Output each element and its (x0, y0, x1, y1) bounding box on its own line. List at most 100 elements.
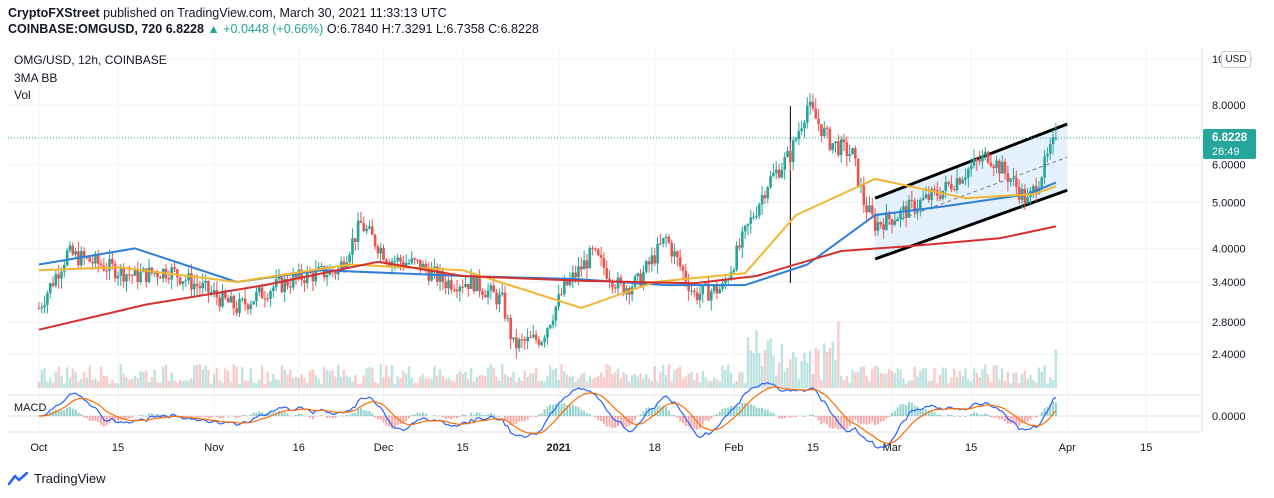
candle-body (1054, 138, 1058, 140)
candle-body (851, 148, 854, 155)
close-value: C:6.8228 (488, 22, 539, 36)
candle-body (351, 238, 354, 255)
candle-body (178, 277, 182, 285)
macd-histogram-bar (566, 405, 569, 416)
candle-body (243, 298, 247, 305)
volume-bar (724, 369, 727, 388)
macd-histogram-bar (876, 416, 879, 425)
volume-bar (365, 368, 368, 388)
macd-histogram-bar (1021, 416, 1023, 424)
volume-bar (582, 372, 586, 388)
candle-body (71, 245, 75, 255)
candle-body (241, 298, 244, 300)
macd-histogram-bar (958, 416, 961, 417)
volume-bar (786, 367, 789, 388)
macd-histogram-bar (744, 402, 747, 416)
macd-histogram-bar (131, 416, 134, 418)
candle-body (370, 226, 374, 235)
macd-histogram-bar (1015, 416, 1018, 425)
candle-body (128, 274, 131, 276)
candle-body (803, 122, 806, 129)
macd-histogram-bar (472, 414, 475, 416)
candle-body (882, 224, 885, 230)
macd-histogram-bar (94, 416, 97, 421)
candle-body (512, 337, 515, 340)
macd-histogram-bar (924, 408, 927, 416)
volume-bar (975, 372, 978, 388)
volume-bar (777, 362, 781, 388)
macd-histogram-bar (379, 416, 382, 420)
candle-body (291, 274, 295, 288)
time-tick-label: Nov (204, 442, 224, 454)
volume-bar (636, 376, 639, 388)
volume-bar (119, 364, 123, 388)
volume-bar (574, 381, 577, 388)
macd-histogram-bar (936, 414, 939, 416)
volume-bar (503, 374, 507, 388)
candle-body (873, 214, 877, 231)
legend-title[interactable]: OMG/USD, 12h, COINBASE (14, 53, 167, 67)
macd-histogram-bar (1054, 402, 1057, 416)
volume-bar (549, 365, 552, 388)
candle-body (209, 292, 213, 294)
candle-body (65, 250, 69, 265)
volume-bar (436, 375, 439, 388)
legend-macd[interactable]: MACD (14, 402, 47, 414)
macd-histogram-bar (972, 412, 975, 416)
macd-histogram-bar (286, 413, 289, 416)
volume-bar (164, 364, 168, 388)
volume-bar (791, 352, 795, 388)
candle-body (910, 199, 914, 201)
volume-bar (834, 359, 837, 388)
candle-body (481, 290, 484, 295)
macd-histogram-bar (297, 413, 300, 416)
volume-bar (893, 373, 897, 388)
volume-bar (953, 368, 956, 388)
volume-bar (684, 376, 688, 388)
macd-histogram-bar (433, 415, 436, 416)
open-value: O:6.7840 (326, 22, 379, 36)
volume-bar (560, 364, 563, 388)
volume-bar (568, 376, 572, 388)
macd-histogram-bar (707, 416, 710, 421)
candle-body (464, 283, 467, 287)
tradingview-brand: TradingView (34, 471, 106, 486)
volume-bar (529, 373, 532, 388)
candle-body (763, 195, 767, 199)
symbol[interactable]: COINBASE:OMGUSD, 720 (8, 22, 163, 36)
candle-body (520, 339, 524, 341)
candle-body (133, 268, 137, 276)
legend-indicator-bb[interactable]: 3MA BB (14, 71, 58, 85)
volume-bar (57, 366, 60, 388)
macd-histogram-bar (874, 416, 877, 426)
volume-bar (77, 381, 80, 388)
macd-histogram-bar (478, 412, 481, 416)
macd-signal-line (38, 386, 1057, 444)
tradingview-logo[interactable]: TradingView (8, 471, 106, 486)
volume-bar (238, 383, 241, 388)
legend-indicator-vol[interactable]: Vol (14, 88, 31, 102)
macd-histogram-bar (393, 416, 396, 428)
currency-label[interactable]: USD (1221, 51, 1251, 68)
macd-histogram-bar (769, 412, 772, 416)
macd-histogram-bar (831, 416, 834, 429)
candle-body (667, 236, 671, 243)
volume-bar (698, 382, 702, 388)
macd-histogram-bar (758, 408, 761, 416)
publisher-name[interactable]: CryptoFXStreet (8, 6, 100, 20)
volume-bar (941, 367, 945, 388)
macd-histogram-bar (583, 410, 586, 416)
candle-body (289, 286, 292, 288)
volume-bar (831, 341, 834, 388)
volume-bar (800, 360, 803, 388)
candle-body (605, 267, 609, 279)
candle-body (958, 178, 962, 184)
candle-body (927, 194, 931, 200)
macd-histogram-bar (63, 409, 66, 416)
volume-bar (342, 370, 346, 388)
candle-body (317, 266, 320, 270)
candle-body (599, 255, 603, 258)
low-value: L:6.7358 (435, 22, 485, 36)
volume-bar (489, 364, 493, 388)
